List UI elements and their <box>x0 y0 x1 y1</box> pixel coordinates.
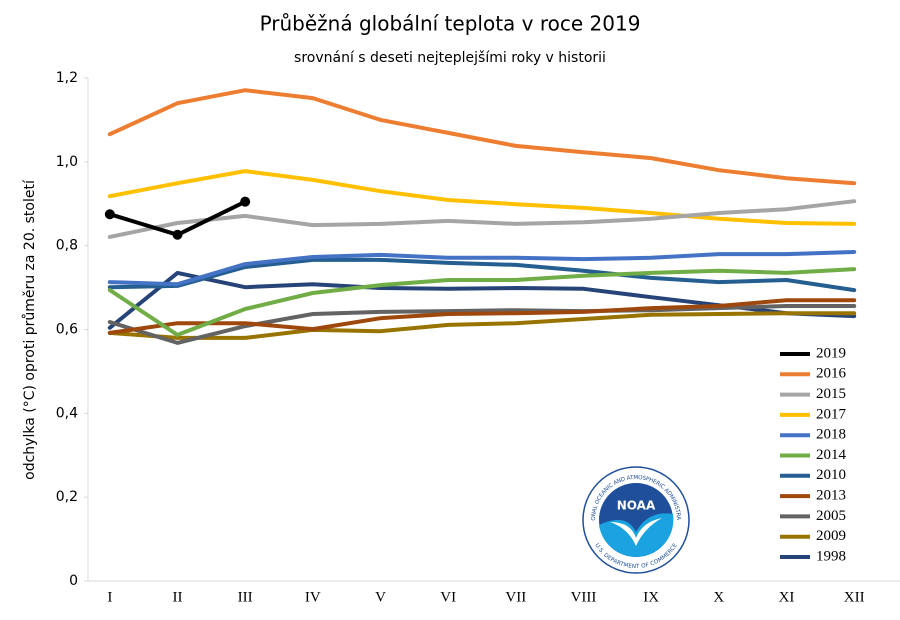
x-tick-label: XI <box>779 589 795 605</box>
logo-name: NOAA <box>617 499 656 513</box>
y-tick-label: 0,8 <box>56 238 78 254</box>
y-tick-label: 0,2 <box>56 489 78 505</box>
series-line <box>107 311 857 340</box>
series-line <box>107 88 857 186</box>
x-tick-label: X <box>713 589 724 605</box>
logo-bird <box>610 518 662 546</box>
x-tick-label: V <box>375 589 386 605</box>
y-tick-label: 1,2 <box>56 70 78 86</box>
series-line <box>107 257 857 293</box>
y-tick-label: 0,6 <box>56 322 78 338</box>
series-line <box>107 250 857 287</box>
y-tick-label: 1,0 <box>56 154 78 170</box>
legend-label: 1998 <box>816 548 846 564</box>
x-tick-label: XII <box>844 589 865 605</box>
legend-label: 2017 <box>816 406 847 422</box>
x-tick-label: I <box>107 589 112 605</box>
series-line <box>107 267 857 337</box>
x-tick-label: IV <box>305 589 321 605</box>
series-marker <box>104 209 115 220</box>
x-tick-label: II <box>173 589 183 605</box>
legend-label: 2010 <box>816 467 846 483</box>
x-tick-label: III <box>238 589 253 605</box>
legend-label: 2015 <box>816 386 846 402</box>
series-line <box>107 298 857 335</box>
series-line <box>107 304 857 345</box>
legend-label: 2019 <box>816 345 846 361</box>
series-marker <box>240 196 251 207</box>
chart-title: Průběžná globální teplota v roce 2019 <box>260 12 641 36</box>
legend-label: 2013 <box>816 488 846 504</box>
noaa-logo: NOAA NATIONAL OCEANIC AND ATMOSPHERIC AD… <box>582 466 690 574</box>
series-line <box>107 169 857 226</box>
legend-label: 2014 <box>816 447 847 463</box>
x-tick-label: VII <box>505 589 526 605</box>
series-line <box>107 199 857 239</box>
legend-label: 2005 <box>816 508 846 524</box>
legend-label: 2018 <box>816 427 846 443</box>
x-tick-label: IX <box>643 589 659 605</box>
y-tick-label: 0 <box>69 573 78 589</box>
legend-label: 2009 <box>816 528 846 544</box>
x-tick-label: VI <box>440 589 456 605</box>
x-tick-label: VIII <box>571 589 597 605</box>
legend-label: 2016 <box>816 366 847 382</box>
series-marker <box>172 229 183 240</box>
chart-subtitle: srovnání s deseti nejteplejšími roky v h… <box>294 50 606 66</box>
y-tick-label: 0,4 <box>56 405 78 421</box>
y-axis-label: odchylka (°C) oproti průměru za 20. stol… <box>22 179 38 480</box>
